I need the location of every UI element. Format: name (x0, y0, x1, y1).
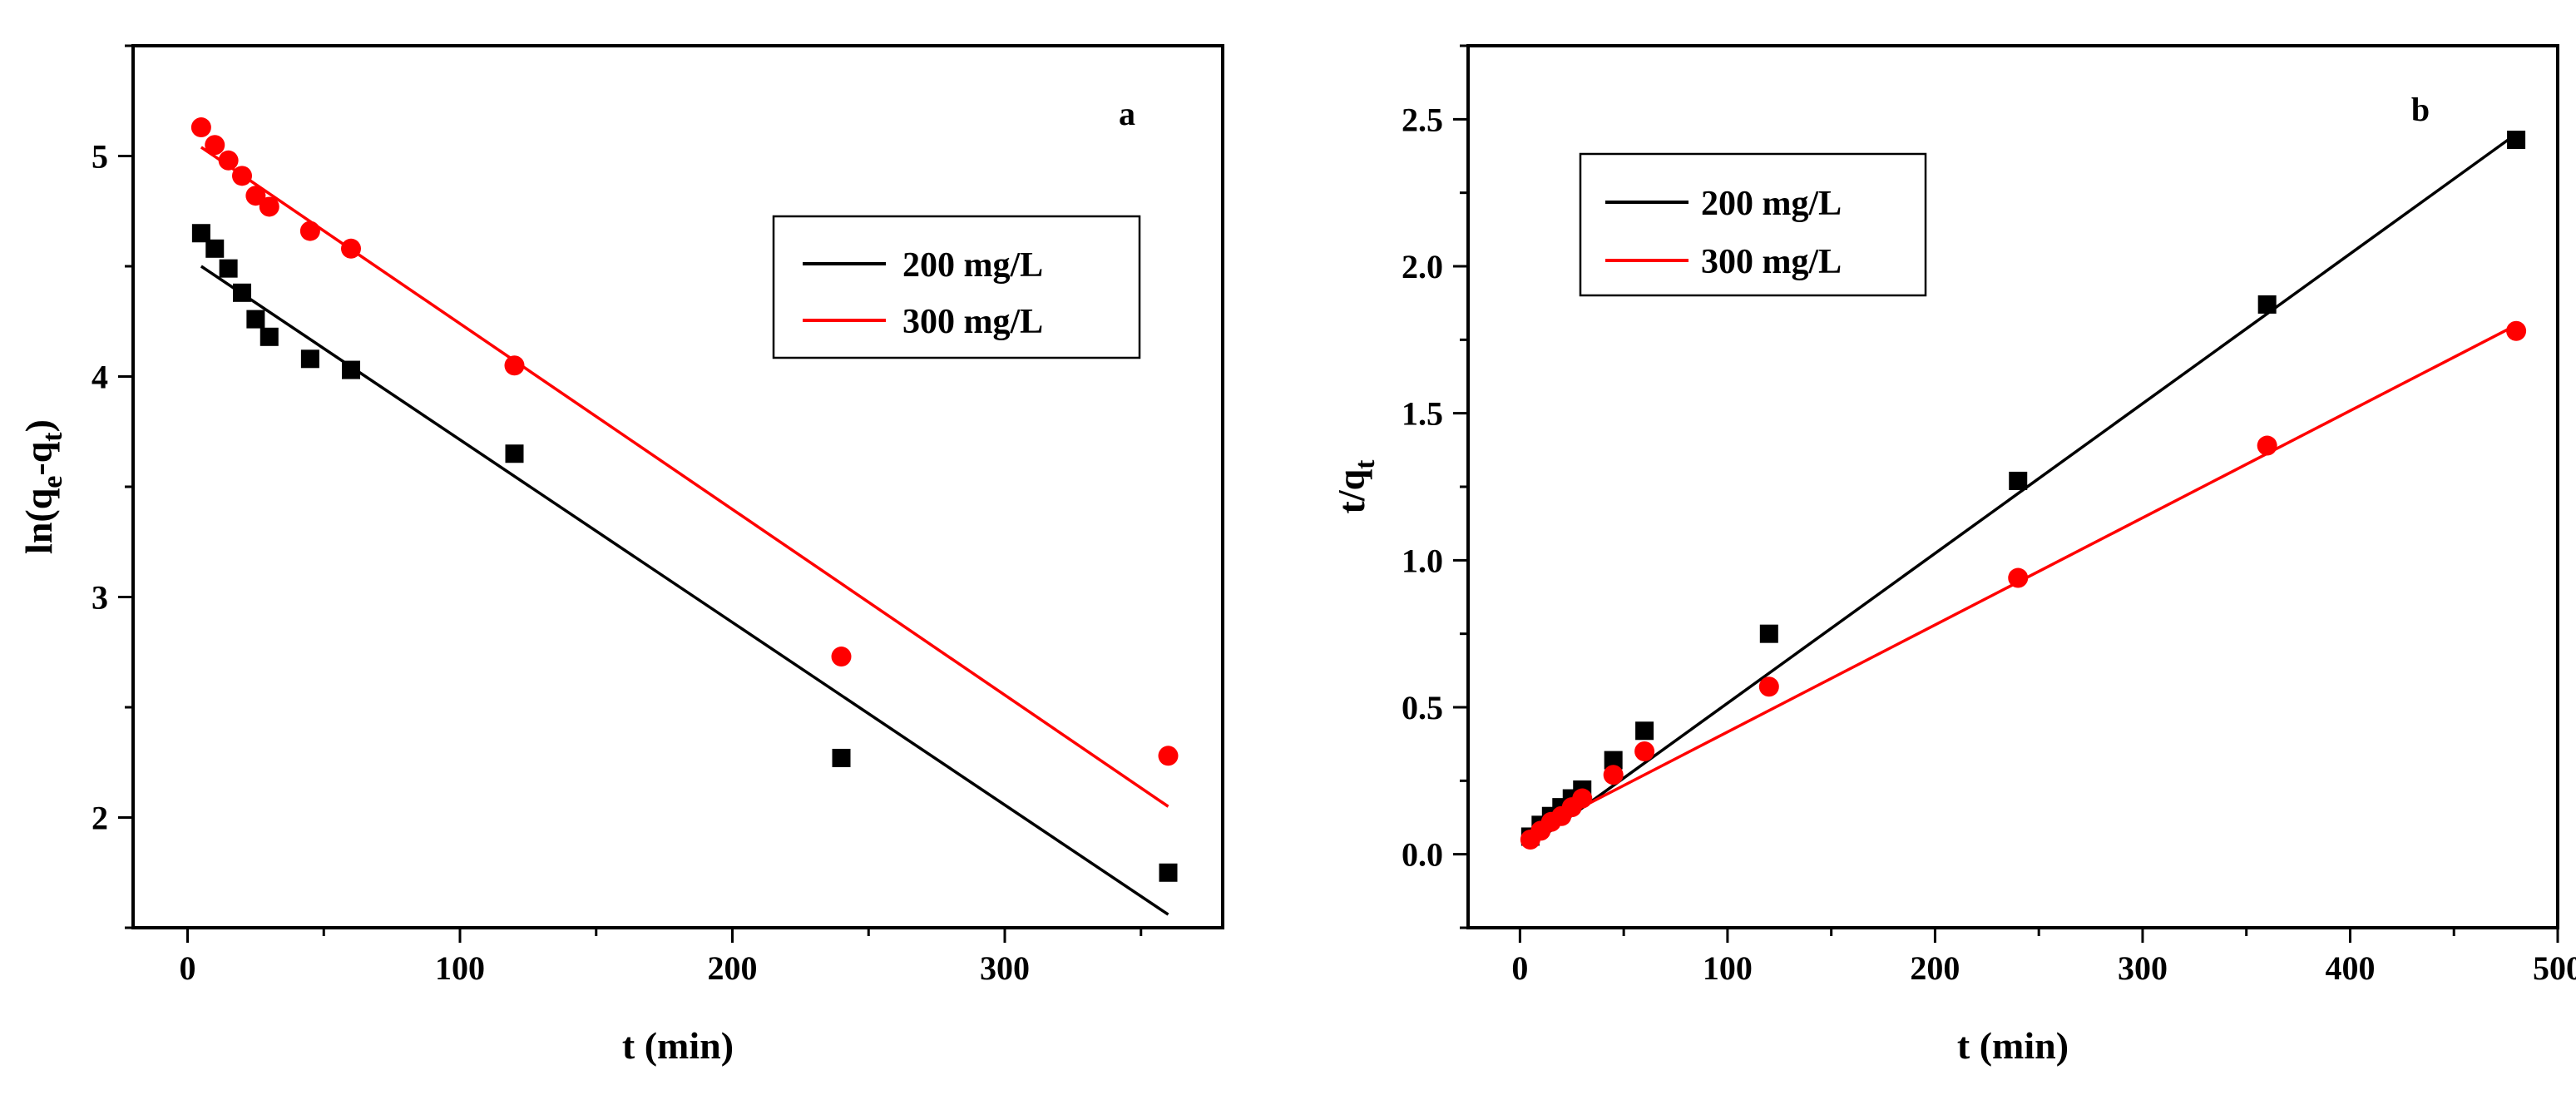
data-points (1520, 131, 2527, 850)
legend-box (1579, 152, 1927, 297)
x-axis-label: t (min) (622, 1024, 734, 1067)
y-tick-label: 2.5 (1402, 101, 1443, 138)
x-axis-label: t (min) (1957, 1024, 2069, 1067)
y-axis-label: t/qt (1330, 459, 1381, 514)
data-point (504, 355, 525, 376)
data-point (1635, 721, 1654, 741)
data-point (342, 360, 360, 379)
data-point (831, 647, 852, 667)
data-points (190, 117, 1179, 882)
legend: 200 mg/L 300 mg/L (1579, 152, 1927, 297)
x-tick-label: 200 (1910, 949, 1960, 987)
panel-b: 0 100 200 300 400 500 0.0 0.5 1.0 1.5 2.0 2.5 b 20… (1330, 44, 2576, 1067)
y-tick-label: 1.0 (1402, 542, 1443, 579)
panel-label: a (1119, 95, 1135, 132)
data-point (2257, 295, 2277, 314)
data-point (1159, 863, 1178, 882)
y-axis-ticks: 0.0 0.5 1.0 1.5 2.0 2.5 (1402, 44, 1468, 929)
data-point (299, 221, 320, 241)
fit-line-300-mg-L (200, 146, 1169, 808)
panel-label: b (2411, 91, 2430, 128)
data-point (2257, 435, 2277, 456)
legend-box (772, 215, 1141, 359)
data-point (2506, 320, 2527, 341)
y-tick-label: 1.5 (1402, 395, 1443, 433)
data-point (205, 135, 225, 156)
data-point (260, 327, 279, 346)
x-axis-ticks: 0 100 200 300 400 500 (1511, 928, 2576, 987)
y-tick-label: 2 (91, 800, 108, 837)
data-point (300, 349, 319, 369)
data-point (190, 117, 211, 138)
fit-lines (200, 146, 1169, 916)
data-point (1759, 624, 1778, 643)
data-point (205, 239, 225, 258)
panel-a: 0 100 200 300 2 3 4 5 a 200 mg/L 300 mg/L t (m… (17, 44, 1224, 1067)
y-axis-label: ln(qe-qt) (17, 419, 68, 554)
y-tick-label: 4 (91, 359, 108, 396)
x-tick-label: 100 (435, 949, 485, 987)
data-point (2009, 471, 2028, 490)
y-tick-label: 0.0 (1402, 836, 1443, 874)
data-point (232, 166, 252, 186)
data-point (218, 150, 239, 171)
data-point (1604, 751, 1623, 770)
x-tick-label: 300 (2118, 949, 2168, 987)
data-point (1603, 765, 1624, 785)
data-point (2008, 567, 2029, 588)
data-point (219, 259, 238, 278)
x-axis-ticks: 0 100 200 300 (180, 928, 1143, 987)
data-point (2507, 131, 2526, 150)
data-point (245, 186, 266, 206)
x-tick-label: 200 (708, 949, 758, 987)
data-point (191, 224, 210, 243)
y-tick-label: 2.0 (1402, 248, 1443, 285)
x-tick-label: 0 (180, 949, 196, 987)
fit-line-200-mg-L (200, 265, 1169, 916)
x-tick-label: 300 (980, 949, 1030, 987)
plot-frame (131, 44, 1224, 929)
legend-label-200: 200 mg/L (902, 246, 1043, 285)
data-point (1158, 746, 1179, 766)
data-point (832, 748, 851, 767)
data-point (1572, 788, 1593, 809)
y-tick-label: 3 (91, 579, 108, 617)
x-tick-label: 0 (1511, 949, 1528, 987)
x-tick-label: 400 (2325, 949, 2375, 987)
legend: 200 mg/L 300 mg/L (772, 215, 1141, 359)
legend-label-300: 300 mg/L (1701, 243, 1842, 281)
x-tick-label: 100 (1703, 949, 1753, 987)
data-point (233, 283, 251, 302)
x-tick-label: 500 (2533, 949, 2576, 987)
legend-label-300: 300 mg/L (902, 303, 1043, 341)
data-point (1634, 741, 1655, 761)
data-point (505, 444, 524, 463)
data-point (246, 310, 265, 329)
y-tick-label: 0.5 (1402, 689, 1443, 726)
data-point (341, 238, 361, 259)
legend-label-200: 200 mg/L (1701, 185, 1842, 223)
y-axis-ticks: 2 3 4 5 (91, 44, 133, 929)
y-tick-label: 5 (91, 138, 108, 176)
data-point (1758, 676, 1779, 697)
data-point (259, 196, 279, 217)
